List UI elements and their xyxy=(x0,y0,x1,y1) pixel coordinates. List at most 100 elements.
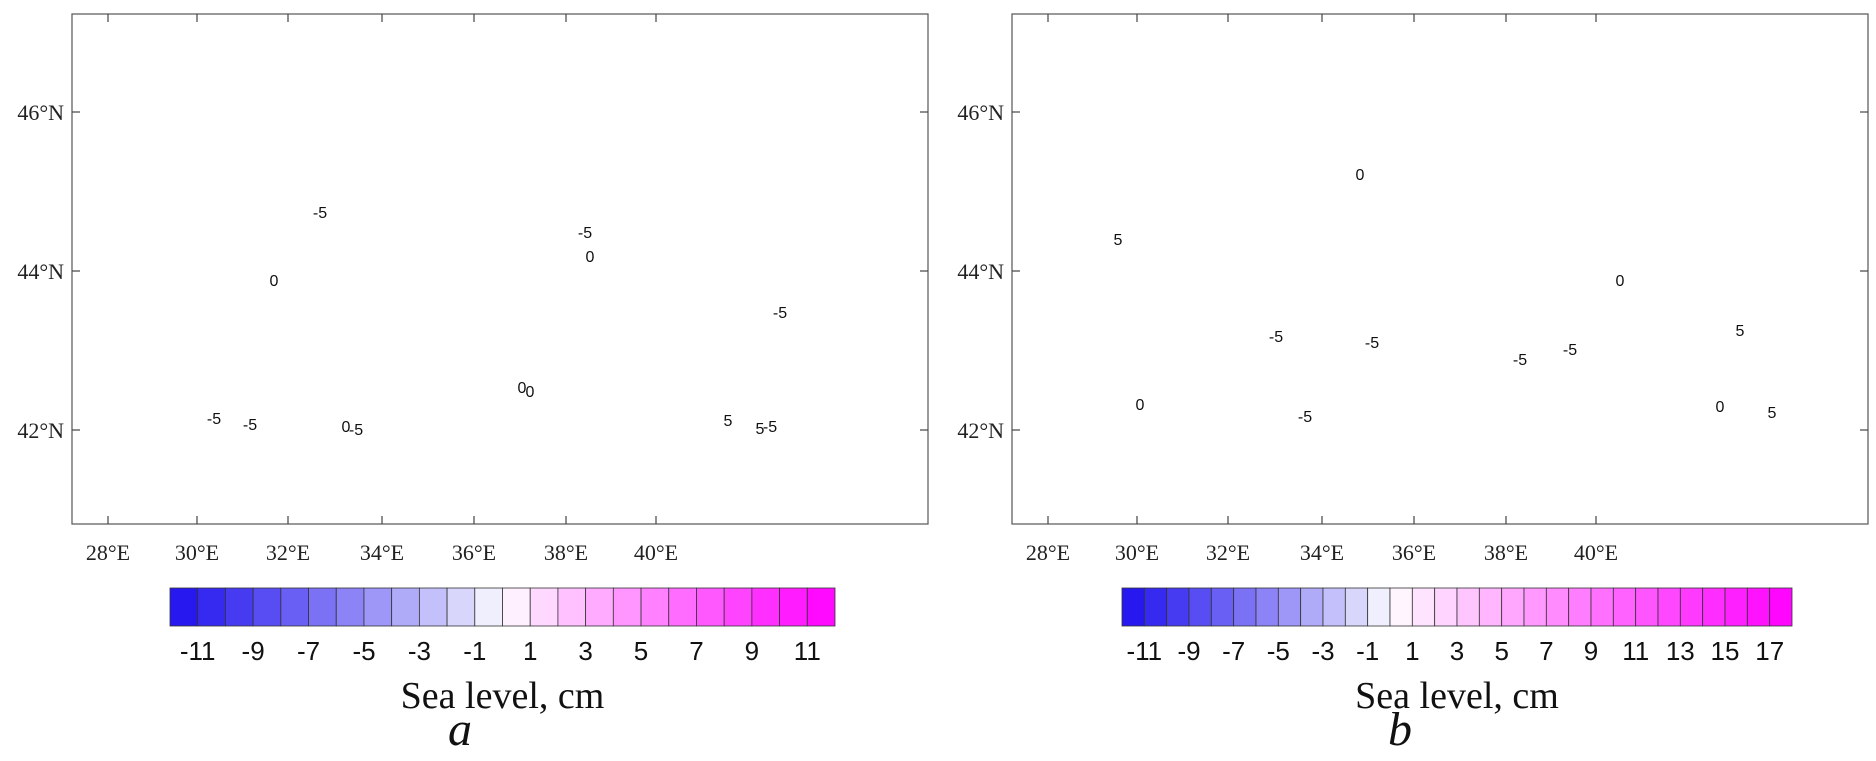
colorbar-cell xyxy=(1478,587,1503,627)
panel-letter: b xyxy=(1388,703,1412,756)
colorbar-cell xyxy=(1523,587,1547,627)
colorbar-cell xyxy=(1501,587,1525,627)
contour-label: 5 xyxy=(1768,405,1777,422)
colorbar-tick-label: 17 xyxy=(1755,636,1784,666)
colorbar-cell xyxy=(1456,587,1480,627)
sea-level-map-svg: 28°E30°E32°E34°E36°E38°E40°E46°N46°N44°N… xyxy=(17,13,929,756)
contour-label: 5 xyxy=(756,421,765,438)
colorbar-cell xyxy=(1322,587,1346,627)
colorbar-tick-label: -1 xyxy=(1356,636,1379,666)
colorbar-cell xyxy=(1188,587,1212,627)
contour-label: 0 xyxy=(1716,399,1725,416)
contour-label: -5 xyxy=(1298,409,1312,426)
colorbar-tick-label: -3 xyxy=(1311,636,1334,666)
colorbar-cell xyxy=(1233,587,1257,627)
colorbar-cell xyxy=(1434,587,1458,627)
contour-label: -5 xyxy=(1563,342,1577,359)
colorbar-cell xyxy=(1300,587,1324,627)
contour-label: -5 xyxy=(1513,352,1527,369)
contour-label: 0 xyxy=(526,384,535,401)
latitude-label-left: 42°N xyxy=(957,418,1004,443)
colorbar-tick-label: -3 xyxy=(408,636,431,666)
colorbar-cell xyxy=(280,587,309,627)
colorbar-cell xyxy=(252,587,282,627)
colorbar-cell xyxy=(169,587,199,627)
colorbar-cell xyxy=(668,587,697,627)
colorbar-tick-label: 1 xyxy=(1405,636,1419,666)
colorbar-tick-label: -1 xyxy=(463,636,486,666)
contour-label: -5 xyxy=(243,417,257,434)
longitude-label: 36°E xyxy=(452,540,496,565)
colorbar-cell xyxy=(363,587,393,627)
colorbar-cell xyxy=(1411,587,1436,627)
colorbar-cell xyxy=(502,587,531,627)
colorbar-title: Sea level, cm xyxy=(401,675,605,717)
latitude-label-left: 44°N xyxy=(957,259,1004,284)
latitude-label-left: 44°N xyxy=(17,259,64,284)
contour-label: -5 xyxy=(349,422,363,439)
longitude-label: 32°E xyxy=(266,540,310,565)
contour-label: 0 xyxy=(1136,397,1145,414)
contour-label: -5 xyxy=(763,419,777,436)
colorbar-tick-label: 15 xyxy=(1711,636,1740,666)
colorbar-cell xyxy=(1769,587,1793,627)
colorbar-cell xyxy=(1277,587,1302,627)
colorbar-cell xyxy=(529,587,559,627)
colorbar-cell xyxy=(1367,587,1391,627)
colorbar-cell xyxy=(1143,587,1168,627)
longitude-label: 40°E xyxy=(1574,540,1618,565)
colorbar-cell xyxy=(1344,587,1369,627)
colorbar-cell xyxy=(225,587,254,627)
latitude-label-left: 46°N xyxy=(17,100,64,125)
colorbar-tick-label: -11 xyxy=(1126,636,1162,666)
colorbar-tick-label: -5 xyxy=(1267,636,1290,666)
longitude-label: 38°E xyxy=(1484,540,1528,565)
colorbar-cell xyxy=(696,587,725,627)
longitude-label: 36°E xyxy=(1392,540,1436,565)
colorbar-cell xyxy=(1590,587,1614,627)
contour-label: 0 xyxy=(586,249,595,266)
colorbar-cell xyxy=(1679,587,1704,627)
colorbar-cell xyxy=(1166,587,1190,627)
colorbar-cell xyxy=(779,587,808,627)
colorbar-tick-label: 7 xyxy=(689,636,703,666)
map-panel-b: 28°E 30°E 32°E 34°E 36°E 38°E 40°E 46°N 44°N 42°N… xyxy=(940,0,1870,761)
longitude-label: 30°E xyxy=(1115,540,1159,565)
longitude-label: 30°E xyxy=(175,540,219,565)
contour-label: -5 xyxy=(207,411,221,428)
colorbar-cell xyxy=(585,587,614,627)
contour-label: 0 xyxy=(1616,273,1625,290)
colorbar-cell xyxy=(1568,587,1592,627)
contour-label: 0 xyxy=(518,380,527,397)
colorbar-cell xyxy=(308,587,337,627)
colorbar-tick-label: -11 xyxy=(180,636,216,666)
colorbar-tick-label: -9 xyxy=(242,636,265,666)
map-panel-a: 28°E30°E32°E34°E36°E38°E40°E46°N46°N44°N… xyxy=(0,0,930,761)
colorbar-tick-label: 13 xyxy=(1666,636,1695,666)
longitude-label: 40°E xyxy=(634,540,678,565)
colorbar-cell xyxy=(1612,587,1637,627)
contour-label: 0 xyxy=(1356,167,1365,184)
contour-label: -5 xyxy=(773,305,787,322)
colorbar-cell xyxy=(1389,587,1413,627)
colorbar-tick-label: 9 xyxy=(1584,636,1598,666)
longitude-label: 34°E xyxy=(360,540,404,565)
colorbar-tick-label: 11 xyxy=(794,636,821,666)
contour-label: 5 xyxy=(1114,232,1123,249)
colorbar-cell xyxy=(197,587,226,627)
colorbar-cell xyxy=(640,587,670,627)
colorbar-cell xyxy=(1724,587,1748,627)
colorbar-cell xyxy=(1255,587,1279,627)
colorbar-cell xyxy=(446,587,476,627)
colorbar-cell xyxy=(1545,587,1570,627)
colorbar-tick-label: -5 xyxy=(352,636,375,666)
colorbar-cell xyxy=(1121,587,1145,627)
colorbar-cell xyxy=(723,587,753,627)
contour-label: 5 xyxy=(1736,323,1745,340)
latitude-label-left: 42°N xyxy=(17,418,64,443)
longitude-label: 28°E xyxy=(1026,540,1070,565)
contour-label: 5 xyxy=(724,413,733,430)
contour-label: 0 xyxy=(270,273,279,290)
panel-letter: a xyxy=(448,703,472,756)
contour-label: -5 xyxy=(313,205,327,222)
